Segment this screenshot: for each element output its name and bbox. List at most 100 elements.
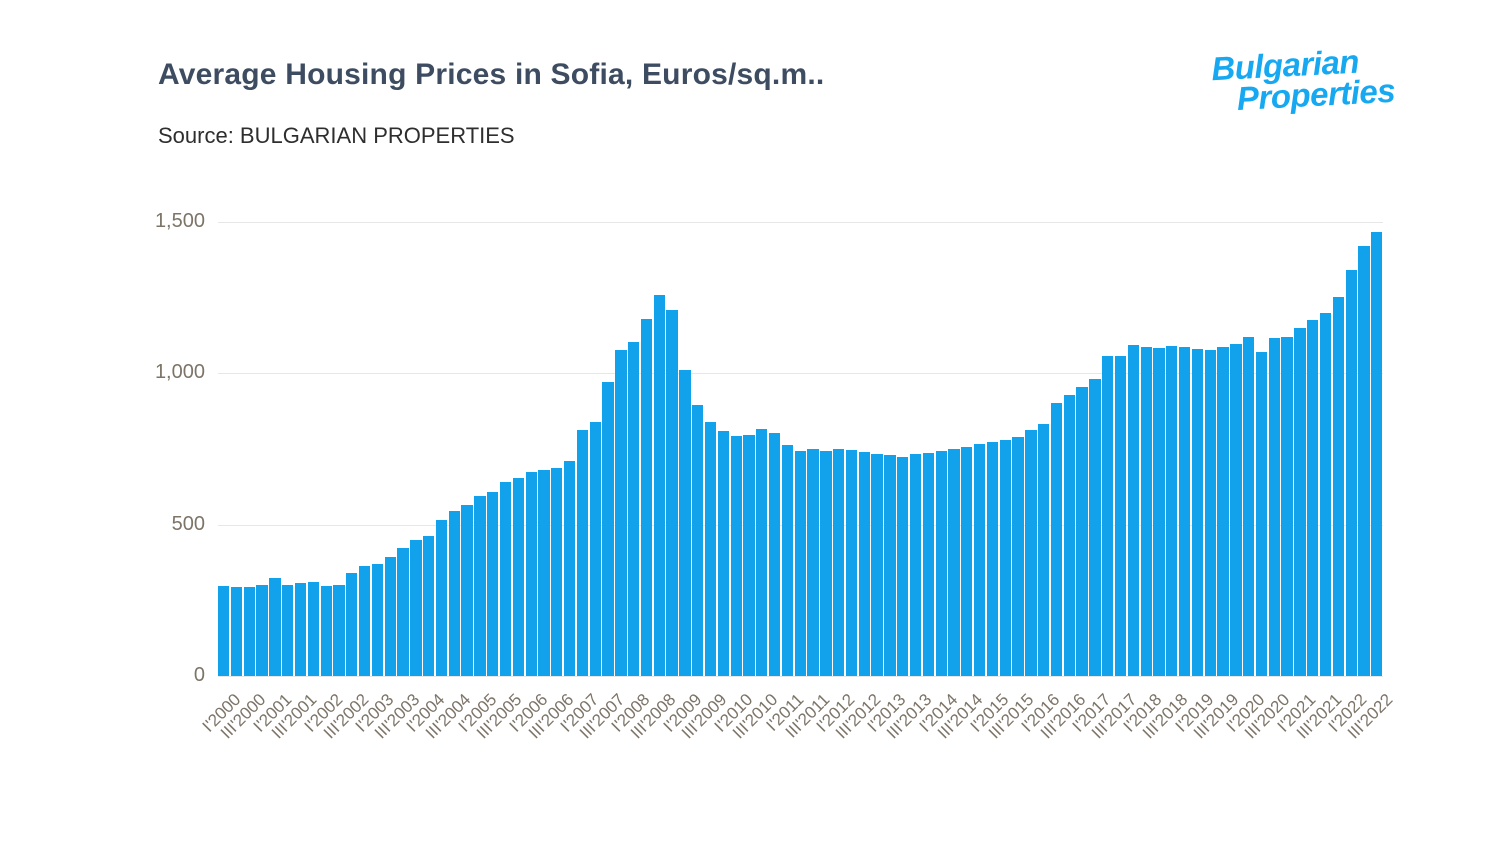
bar bbox=[487, 491, 499, 676]
bar bbox=[704, 421, 717, 676]
bar bbox=[1038, 424, 1050, 676]
bar bbox=[602, 382, 614, 676]
bar bbox=[1127, 344, 1139, 676]
bar bbox=[897, 456, 909, 676]
bar bbox=[756, 429, 768, 676]
y-tick-label: 1,000 bbox=[154, 361, 205, 384]
bar bbox=[499, 482, 512, 676]
bar bbox=[1319, 313, 1332, 676]
gridline bbox=[218, 373, 1383, 375]
bar bbox=[1012, 436, 1024, 676]
bar bbox=[935, 450, 947, 676]
bar bbox=[1345, 270, 1357, 676]
bar bbox=[640, 319, 653, 676]
bar bbox=[1294, 328, 1306, 676]
bar bbox=[781, 445, 794, 676]
bar bbox=[576, 429, 589, 676]
bar bbox=[563, 461, 576, 676]
bar bbox=[845, 449, 858, 676]
bar bbox=[884, 455, 896, 676]
bar bbox=[435, 520, 448, 676]
bar bbox=[1178, 347, 1191, 676]
bar bbox=[1204, 350, 1216, 676]
bar bbox=[871, 453, 883, 676]
bar bbox=[218, 586, 230, 676]
bar bbox=[410, 540, 422, 676]
bar bbox=[397, 547, 409, 676]
bar bbox=[999, 440, 1011, 676]
brand-logo: Bulgarian Properties bbox=[1210, 40, 1453, 117]
bar bbox=[551, 467, 563, 676]
bar bbox=[1089, 379, 1101, 676]
bar bbox=[333, 584, 345, 676]
bar bbox=[282, 584, 294, 676]
bar bbox=[474, 495, 486, 676]
bar bbox=[1050, 403, 1063, 676]
bar bbox=[858, 452, 870, 676]
bar bbox=[1243, 336, 1255, 676]
bar bbox=[1166, 346, 1178, 676]
gridline bbox=[218, 222, 1383, 223]
bar bbox=[1191, 349, 1204, 676]
bar bbox=[525, 472, 537, 676]
bar-series bbox=[218, 222, 1383, 676]
bar bbox=[1332, 296, 1344, 676]
bar bbox=[1307, 320, 1319, 676]
bar bbox=[1076, 386, 1088, 676]
bar bbox=[807, 449, 819, 676]
bar bbox=[653, 294, 665, 676]
plot-area: 0 500 1,000 1,500 I'2000 III'2000 I'2001 III'2… bbox=[155, 210, 1396, 742]
bar bbox=[1063, 395, 1075, 676]
y-tick-label: 0 bbox=[193, 664, 205, 687]
bar bbox=[423, 535, 435, 676]
bar bbox=[1217, 346, 1229, 676]
bar bbox=[294, 583, 307, 676]
bar bbox=[1230, 344, 1242, 676]
bar bbox=[986, 442, 999, 676]
bar bbox=[1358, 245, 1370, 676]
bar bbox=[833, 449, 845, 676]
bar bbox=[243, 587, 255, 676]
bar bbox=[1153, 348, 1165, 676]
x-axis-labels: I'2000 III'2000 I'2001 III'2001 I'2002 III'20… bbox=[198, 690, 1396, 800]
bar bbox=[628, 341, 640, 676]
chart-title: Average Housing Prices in Sofia, Euros/s… bbox=[158, 58, 825, 91]
bar bbox=[717, 430, 729, 676]
bar bbox=[1140, 346, 1152, 676]
bar bbox=[1255, 351, 1268, 676]
bar bbox=[538, 470, 550, 676]
bar bbox=[615, 350, 627, 676]
bar bbox=[1281, 336, 1293, 676]
bar bbox=[1102, 356, 1114, 676]
bar bbox=[973, 443, 986, 676]
y-tick-label: 1,500 bbox=[154, 210, 205, 233]
bar bbox=[1025, 429, 1037, 676]
bar bbox=[730, 436, 742, 676]
bar bbox=[589, 422, 601, 676]
bar bbox=[358, 565, 371, 676]
bar bbox=[256, 585, 268, 676]
bar bbox=[961, 446, 973, 676]
brand-logo-line2: Properties bbox=[1235, 71, 1396, 117]
bar bbox=[794, 450, 806, 676]
bar bbox=[1371, 231, 1383, 676]
bar bbox=[269, 577, 281, 676]
bar bbox=[320, 586, 332, 676]
bar bbox=[909, 454, 922, 676]
bar bbox=[768, 433, 781, 676]
chart-source: Source: BULGARIAN PROPERTIES bbox=[158, 123, 515, 148]
bar bbox=[230, 586, 243, 676]
gridline bbox=[218, 676, 1383, 677]
bar bbox=[448, 511, 460, 676]
y-tick-label: 500 bbox=[171, 512, 205, 535]
bar bbox=[461, 505, 473, 676]
bar bbox=[820, 450, 832, 676]
bar bbox=[922, 453, 934, 676]
bar bbox=[371, 564, 384, 676]
bar bbox=[743, 435, 755, 676]
bar bbox=[512, 477, 524, 676]
bar bbox=[346, 572, 358, 676]
bar bbox=[679, 369, 691, 676]
bar bbox=[948, 449, 960, 676]
